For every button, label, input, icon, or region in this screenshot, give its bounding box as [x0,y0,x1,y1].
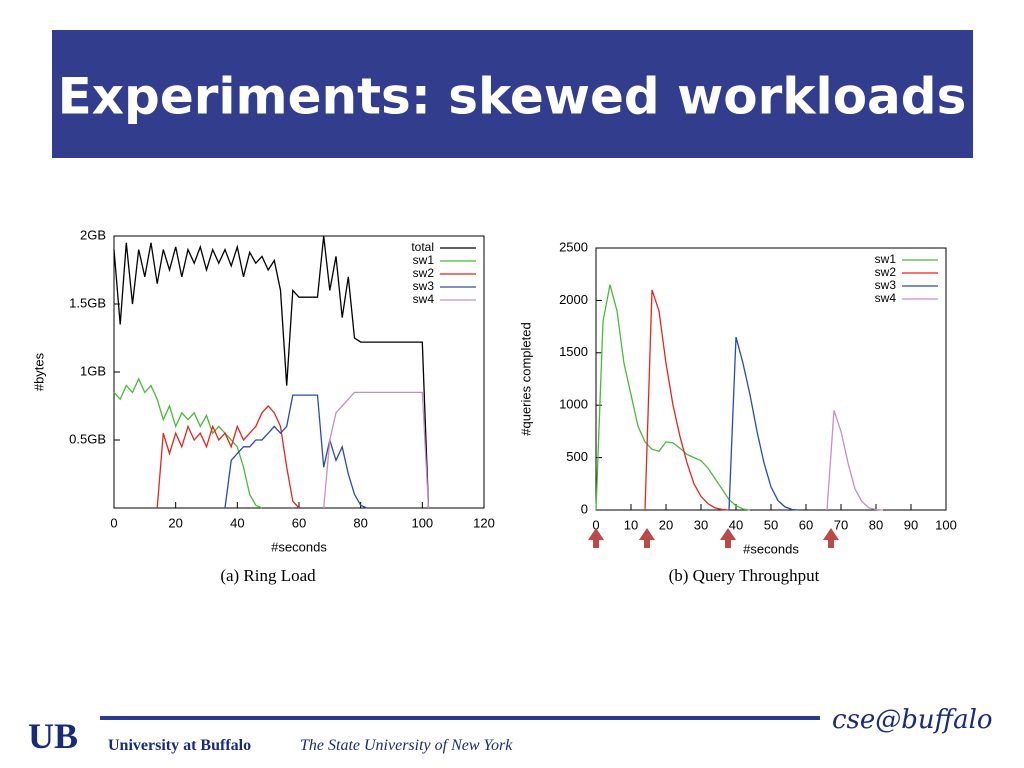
y-tick-label: 0.5GB [69,431,106,446]
y-axis-label: #bytes [31,352,46,391]
series-line [595,284,751,511]
legend-label: sw2 [875,265,897,279]
x-tick-label: 40 [230,515,244,530]
x-tick-label: 80 [353,515,367,530]
y-tick-label: 2GB [80,227,106,242]
x-tick-label: 0 [592,517,599,532]
arrow [639,528,655,548]
legend-label: sw2 [413,266,435,280]
arrow [720,528,736,548]
legend-label: total [411,240,434,254]
x-tick-label: 100 [935,517,957,532]
slide-title: Experiments: skewed workloads [58,68,967,126]
legend-label: sw4 [413,292,435,306]
legend-label: sw1 [875,252,897,266]
y-tick-label: 500 [566,449,588,464]
x-tick-label: 90 [904,517,918,532]
title-banner [52,30,973,158]
y-axis-label: #queries completed [518,322,533,435]
series-line [826,410,884,511]
series-line [644,289,730,511]
x-tick-label: 80 [869,517,883,532]
x-tick-label: 100 [411,515,433,530]
arrow [823,528,839,548]
footer: UB University at Buffalo The State Unive… [28,705,993,756]
footer-subtitle: The State University of New York [300,737,513,754]
series-line [156,405,300,509]
x-tick-label: 50 [764,517,778,532]
x-tick-label: 20 [168,515,182,530]
series-line [323,391,430,509]
y-tick-label: 1000 [559,397,588,412]
series-line [728,336,800,511]
x-tick-label: 20 [659,517,673,532]
y-tick-label: 2000 [559,292,588,307]
y-tick-label: 1GB [80,363,106,378]
chart-caption: (b) Query Throughput [669,566,820,585]
x-tick-label: 0 [110,515,117,530]
x-tick-label: 40 [729,517,743,532]
series-line [224,394,368,509]
series-line [113,235,430,509]
y-tick-label: 0 [581,501,588,516]
x-axis-label: #seconds [743,541,799,556]
legend-label: sw3 [413,279,435,293]
legend-label: sw4 [875,291,897,305]
legend-label: sw3 [875,278,897,292]
footer-university: University at Buffalo [108,737,251,754]
x-tick-label: 60 [292,515,306,530]
x-tick-label: 120 [473,515,495,530]
arrow [588,528,604,548]
x-tick-label: 70 [834,517,848,532]
chart-caption: (a) Ring Load [220,566,316,585]
y-tick-label: 2500 [559,239,588,254]
y-tick-label: 1.5GB [69,295,106,310]
legend-label: sw1 [413,253,435,267]
x-tick-label: 10 [624,517,638,532]
footer-brand: cse@buffalo [832,705,993,735]
x-tick-label: 60 [799,517,813,532]
series-line [113,377,263,509]
x-axis-label: #seconds [271,539,327,554]
arrows [588,528,839,548]
ub-logo: UB [28,716,78,756]
x-tick-label: 30 [694,517,708,532]
y-tick-label: 1500 [559,344,588,359]
